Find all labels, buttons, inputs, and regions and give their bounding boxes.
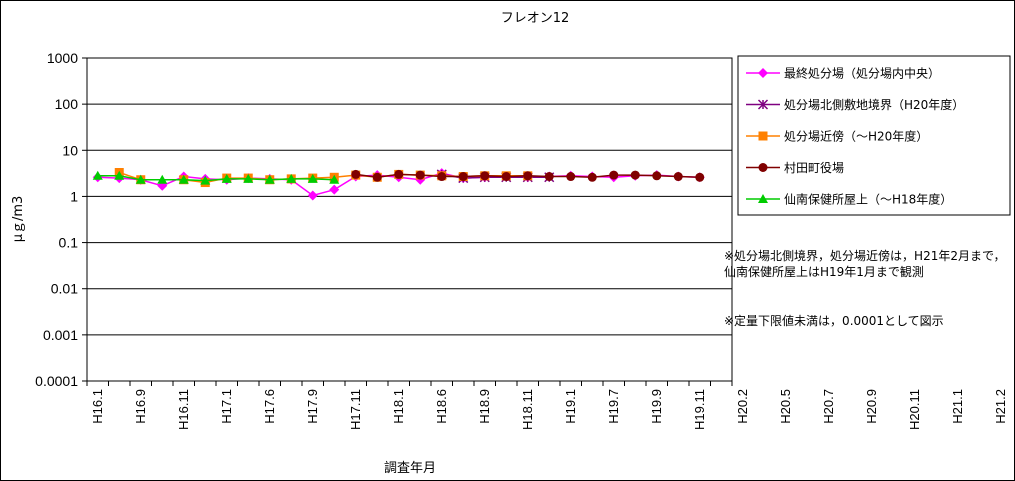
x-axis: H16.1 H16.9 H16.11 H17.1 H17.6 H17.9 H17.11 H18… <box>86 381 1008 430</box>
y-tick-label: 1000 <box>47 50 78 66</box>
legend-marker <box>758 68 768 78</box>
series-line <box>97 175 335 182</box>
x-tick-label: H17.11 <box>348 389 363 430</box>
x-tick-label: H20.2 <box>735 389 750 424</box>
x-tick-label: H19.7 <box>606 389 621 424</box>
x-tick-label: H16.11 <box>176 389 191 430</box>
y-tick-label: 10 <box>62 142 78 158</box>
data-point <box>501 172 511 182</box>
x-tick-label: H16.9 <box>133 389 148 424</box>
series-layer <box>92 168 705 201</box>
x-tick-label: H16.1 <box>90 389 105 424</box>
data-point <box>307 190 318 201</box>
data-point <box>135 174 146 184</box>
data-point <box>544 172 554 182</box>
data-point <box>415 170 425 180</box>
legend-entry: 仙南保健所屋上（～H18年度） <box>746 192 952 207</box>
data-point <box>458 172 468 182</box>
x-tick-label: H20.11 <box>907 389 922 430</box>
legend-entry: 処分場近傍（～H20年度） <box>746 129 928 144</box>
note-observation-period: ※処分場北側境界，処分場近傍は，H21年2月まで，仙南保健所屋上はH19年1月ま… <box>724 249 1006 279</box>
legend-label: 処分場近傍（～H20年度） <box>784 129 928 144</box>
x-tick-label: H21.1 <box>950 389 965 424</box>
legend-marker <box>758 194 768 203</box>
data-point <box>114 170 125 180</box>
data-point <box>243 173 254 183</box>
x-tick-label: H17.1 <box>219 389 234 424</box>
legend-marker <box>758 163 768 172</box>
legend: 最終処分場（処分場内中央） 処分場北側敷地境界（H20年度） 処分場近傍（～H20年… <box>737 55 1011 216</box>
data-point <box>437 172 447 182</box>
data-point <box>264 174 275 184</box>
legend-label: 処分場北側敷地境界（H20年度） <box>784 97 964 112</box>
legend-entry: 最終処分場（処分場内中央） <box>746 66 940 81</box>
data-point <box>566 172 576 182</box>
y-tick-label: 0.0001 <box>35 373 78 389</box>
data-point <box>523 171 533 181</box>
series <box>351 169 705 182</box>
x-tick-label: H17.9 <box>305 389 320 424</box>
x-tick-label: H19.11 <box>692 389 707 430</box>
y-tick-label: 100 <box>55 96 79 112</box>
gridlines <box>87 103 732 336</box>
data-point <box>394 169 404 179</box>
x-tick-label: H19.9 <box>649 389 664 424</box>
legend-entry: 処分場北側敷地境界（H20年度） <box>746 97 964 112</box>
x-tick-label: H17.6 <box>262 389 277 424</box>
note-detection-limit: ※定量下限値未満は，0.0001として図示 <box>724 314 944 328</box>
data-point <box>609 170 619 180</box>
legend-label: 村田町役場 <box>784 160 844 175</box>
series <box>92 170 340 185</box>
x-axis-label: 調査年月 <box>384 461 436 476</box>
data-point <box>329 174 340 184</box>
data-point <box>286 173 297 183</box>
x-tick-label: H18.6 <box>434 389 449 424</box>
legend-label: 最終処分場（処分場内中央） <box>784 66 940 81</box>
data-point <box>480 171 490 181</box>
y-tick-label: 1 <box>70 188 78 204</box>
x-tick-label: H18.1 <box>391 389 406 424</box>
data-point <box>695 172 705 182</box>
data-point <box>372 172 382 182</box>
data-point <box>92 170 103 180</box>
x-tick-label: H21.2 <box>993 389 1008 424</box>
legend-entry: 村田町役場 <box>746 160 844 175</box>
y-axis: 1000 100 10 1 0.1 0.01 0.001 0.0001 <box>35 50 87 389</box>
data-point <box>673 172 683 182</box>
x-tick-label: H19.1 <box>563 389 578 424</box>
y-tick-label: 0.001 <box>43 327 78 343</box>
data-point <box>351 169 361 179</box>
legend-marker <box>757 99 769 110</box>
x-tick-label: H20.7 <box>821 389 836 424</box>
data-point <box>157 174 168 184</box>
y-tick-label: 0.01 <box>51 281 78 297</box>
data-point <box>652 171 662 181</box>
data-point <box>200 175 211 185</box>
x-tick-label: H20.9 <box>864 389 879 424</box>
chart-title: フレオン12 <box>501 11 570 26</box>
data-point <box>587 172 597 182</box>
data-point <box>329 184 340 195</box>
legend-label: 仙南保健所屋上（～H18年度） <box>784 192 952 207</box>
x-tick-label: H20.5 <box>778 389 793 424</box>
x-tick-label: H18.11 <box>520 389 535 430</box>
data-point <box>307 173 318 183</box>
legend-marker <box>758 131 768 141</box>
data-point <box>630 170 640 180</box>
plot-area <box>86 57 733 382</box>
y-axis-label: μｇ/m3 <box>11 196 26 243</box>
data-point <box>178 174 189 184</box>
y-tick-label: 0.1 <box>59 235 79 251</box>
data-point <box>221 173 232 183</box>
legend-box <box>737 55 1011 216</box>
x-tick-label: H18.9 <box>477 389 492 424</box>
